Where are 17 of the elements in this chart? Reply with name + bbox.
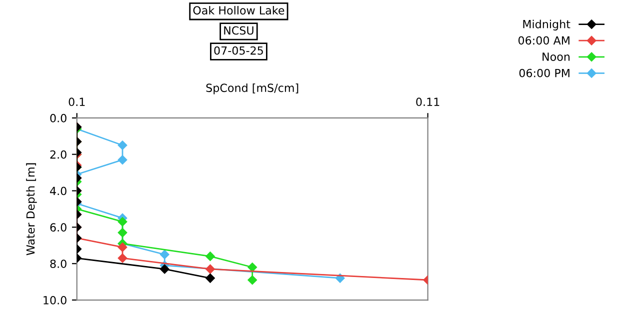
y-tick-label: 6.0 — [50, 223, 66, 232]
y-tick-label: 2.0 — [50, 150, 66, 159]
text: 07-05-25 — [214, 46, 263, 55]
y-tick-label: 8.0 — [50, 260, 66, 268]
x-tick-label: 0.1 — [68, 98, 85, 106]
y-axis-title: Water Depth [m] — [26, 163, 37, 256]
chart-title: Oak Hollow Lake — [193, 6, 284, 15]
y-tick-label: 10.0 — [44, 296, 66, 304]
chart-subtitle: NCSU — [224, 26, 254, 35]
legend-label: Midnight — [523, 20, 570, 30]
legend-label: Noon — [542, 52, 570, 61]
legend-label: 06:00 PM — [519, 68, 570, 78]
x-axis-title: SpCond [mS/cm] — [206, 83, 298, 94]
y-tick-label: 0.0 — [50, 114, 66, 122]
y-tick-label: 4.0 — [50, 186, 66, 196]
legend-label: 06:00 AM — [518, 36, 570, 45]
x-tick-label: 0.11 — [416, 98, 440, 106]
